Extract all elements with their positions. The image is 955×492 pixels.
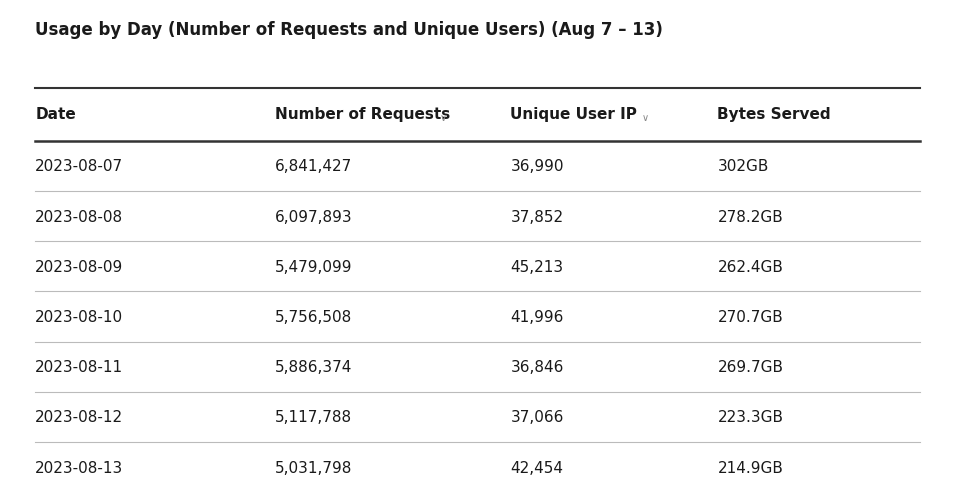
Text: Date: Date [35, 107, 76, 122]
Text: ∨: ∨ [642, 113, 649, 123]
Text: Bytes Served: Bytes Served [717, 107, 831, 122]
Text: 2023-08-12: 2023-08-12 [35, 410, 123, 426]
Text: 2023-08-09: 2023-08-09 [35, 260, 123, 275]
Text: 2023-08-11: 2023-08-11 [35, 360, 123, 375]
Text: 278.2GB: 278.2GB [717, 210, 783, 225]
Text: 41,996: 41,996 [510, 310, 563, 325]
Text: 2023-08-10: 2023-08-10 [35, 310, 123, 325]
Text: 5,117,788: 5,117,788 [275, 410, 352, 426]
Text: 42,454: 42,454 [510, 461, 563, 476]
Text: 2023-08-08: 2023-08-08 [35, 210, 123, 225]
Text: 5,886,374: 5,886,374 [275, 360, 352, 375]
Text: 269.7GB: 269.7GB [717, 360, 783, 375]
Text: Usage by Day (Number of Requests and Unique Users) (Aug 7 – 13): Usage by Day (Number of Requests and Uni… [35, 21, 663, 39]
Text: 36,990: 36,990 [510, 159, 564, 175]
Text: 2023-08-07: 2023-08-07 [35, 159, 123, 175]
Text: 302GB: 302GB [717, 159, 769, 175]
Text: 6,097,893: 6,097,893 [275, 210, 352, 225]
Text: 36,846: 36,846 [510, 360, 563, 375]
Text: 45,213: 45,213 [510, 260, 563, 275]
Text: 5,479,099: 5,479,099 [275, 260, 352, 275]
Text: 214.9GB: 214.9GB [717, 461, 783, 476]
Text: 2023-08-13: 2023-08-13 [35, 461, 123, 476]
Text: ∨: ∨ [440, 113, 447, 123]
Text: 6,841,427: 6,841,427 [275, 159, 352, 175]
Text: 37,852: 37,852 [510, 210, 563, 225]
Text: 262.4GB: 262.4GB [717, 260, 783, 275]
Text: 270.7GB: 270.7GB [717, 310, 783, 325]
Text: 223.3GB: 223.3GB [717, 410, 783, 426]
Text: 5,031,798: 5,031,798 [275, 461, 352, 476]
Text: Number of Requests: Number of Requests [275, 107, 451, 122]
Text: 37,066: 37,066 [510, 410, 563, 426]
Text: 5,756,508: 5,756,508 [275, 310, 352, 325]
Text: Unique User IP: Unique User IP [510, 107, 637, 122]
